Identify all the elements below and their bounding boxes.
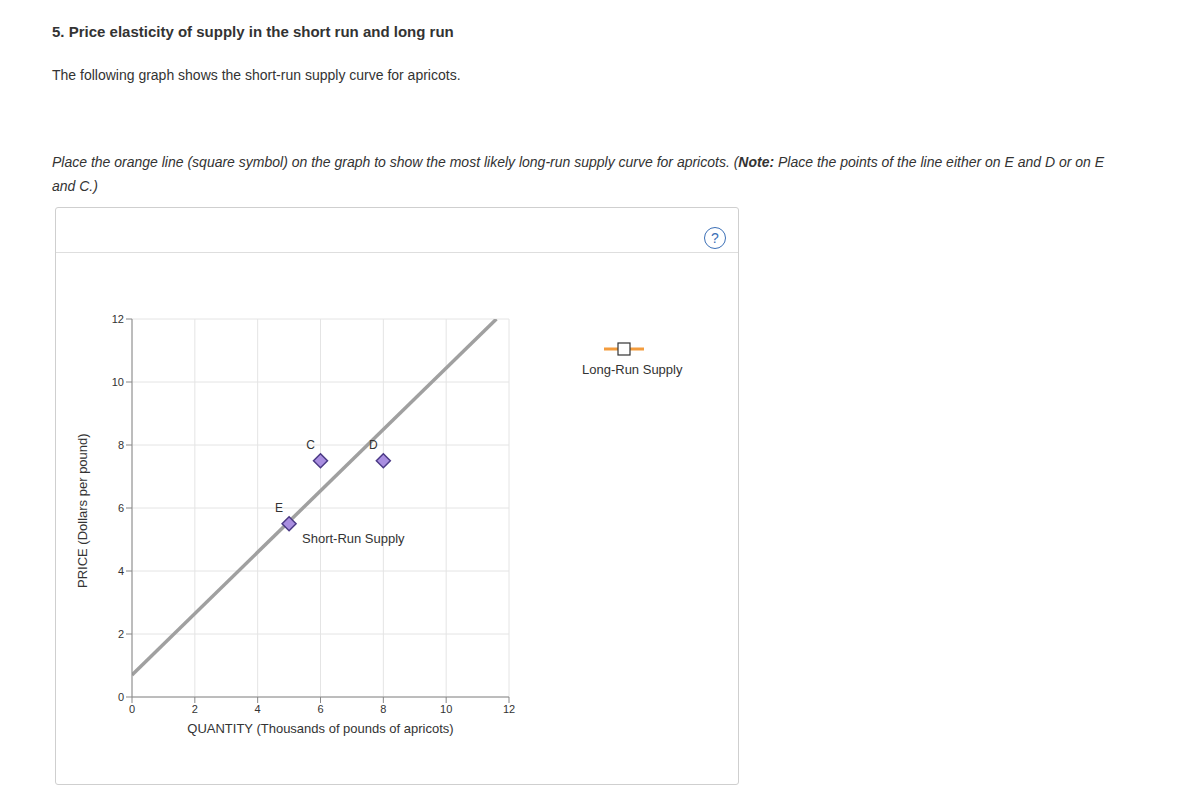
svg-text:10: 10	[440, 703, 452, 715]
svg-text:E: E	[275, 501, 283, 515]
svg-text:2: 2	[118, 628, 124, 640]
svg-text:6: 6	[118, 502, 124, 514]
svg-text:12: 12	[112, 313, 124, 325]
svg-text:C: C	[306, 438, 315, 452]
html-text:Short-Run Supply: Short-Run Supply	[302, 531, 405, 546]
html-text:Place the orange line (square: Place the orange line (square symbol) on…	[52, 154, 1105, 194]
html-text:The following graph shows the: The following graph shows the short-run …	[52, 67, 461, 83]
svg-text:10: 10	[112, 376, 124, 388]
svg-text:8: 8	[380, 703, 386, 715]
svg-text:D: D	[369, 438, 378, 452]
svg-text:12: 12	[503, 703, 515, 715]
svg-text:8: 8	[118, 439, 124, 451]
svg-text:PRICE (Dollars per pound): PRICE (Dollars per pound)	[75, 433, 90, 588]
html-text:5. Price elasticity of supply: 5. Price elasticity of supply in the sho…	[52, 23, 454, 40]
svg-text:2: 2	[192, 703, 198, 715]
svg-text:6: 6	[317, 703, 323, 715]
svg-text:QUANTITY (Thousands of pounds: QUANTITY (Thousands of pounds of apricot…	[187, 721, 453, 736]
html-text:Long-Run Supply: Long-Run Supply	[582, 362, 683, 377]
svg-text:4: 4	[255, 703, 261, 715]
svg-text:4: 4	[118, 565, 124, 577]
svg-text:0: 0	[129, 703, 135, 715]
svg-text:0: 0	[118, 691, 124, 703]
